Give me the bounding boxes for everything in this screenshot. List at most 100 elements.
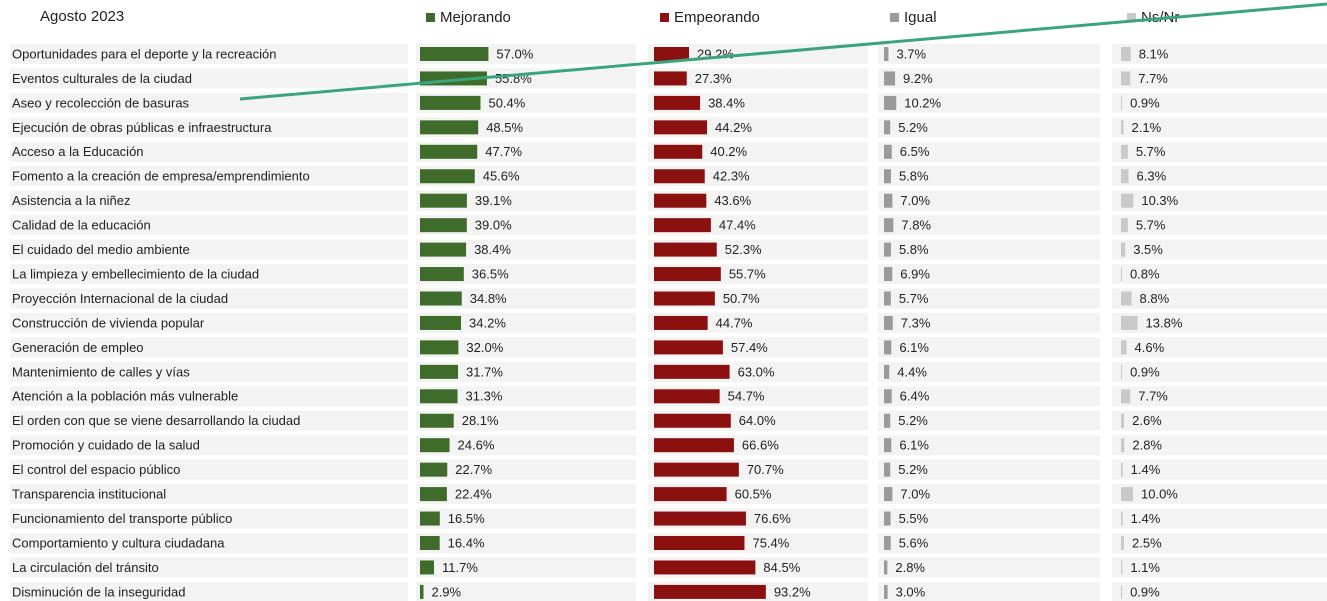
value-label: 0.9% [1130,584,1160,599]
value-label: 22.7% [455,462,492,477]
category-label: Disminución de la inseguridad [12,584,185,599]
value-label: 3.5% [1133,242,1163,257]
row-band [648,92,868,113]
row-band [1112,215,1327,236]
row-band [416,557,636,578]
row-band [10,508,408,529]
row-band [1112,459,1327,480]
bar [1121,413,1125,428]
value-label: 47.7% [485,144,522,159]
category-label: La circulación del tránsito [12,560,159,575]
row-band [416,264,636,285]
row-band [878,92,1100,113]
bar [1121,267,1122,282]
value-label: 1.4% [1131,462,1161,477]
value-label: 6.9% [900,266,930,281]
bar [1121,144,1128,159]
row-band [10,166,408,187]
bar [420,169,475,184]
bar [884,413,891,428]
row-band [416,484,636,505]
bar [420,291,462,306]
bar [1121,315,1138,330]
bar [884,560,888,575]
row-band [878,215,1100,236]
row-band [878,264,1100,285]
value-label: 70.7% [747,462,784,477]
row-band [1112,337,1327,358]
bar [420,120,479,135]
bar [884,120,891,135]
row-band [1112,312,1327,333]
bar [654,71,687,86]
row-band [878,68,1100,89]
bar [420,315,462,330]
bar [654,536,745,550]
bar [1121,169,1129,184]
value-label: 10.0% [1141,487,1178,502]
row-band [416,410,636,431]
value-label: 0.9% [1130,95,1160,110]
value-label: 36.5% [472,266,509,281]
row-band [10,386,408,407]
row-band [1112,239,1327,260]
row-band [10,361,408,382]
bar [420,536,440,550]
value-label: 4.6% [1135,340,1165,355]
row-band [1112,508,1327,529]
row-band [1112,533,1327,553]
value-label: 5.8% [899,169,929,184]
bar [1121,389,1131,404]
bar [1121,47,1131,61]
bar [1121,487,1133,502]
value-label: 40.2% [710,144,747,159]
value-label: 0.9% [1130,364,1160,379]
row-band [416,239,636,260]
value-label: 2.5% [1132,535,1162,550]
row-band [1112,264,1327,285]
bar [1121,242,1126,257]
bar [654,242,717,257]
value-label: 48.5% [486,120,523,135]
value-label: 38.4% [474,242,511,257]
row-band [648,68,868,89]
value-label: 84.5% [763,560,800,575]
row-band [1112,410,1327,431]
bar [420,413,454,428]
value-label: 43.6% [714,193,751,208]
bar [420,47,489,61]
value-label: 5.5% [899,511,929,526]
value-label: 1.4% [1131,511,1161,526]
row-band [1112,166,1327,187]
row-band [10,533,408,553]
bar [884,511,891,526]
bar [1121,71,1131,86]
row-band [878,581,1100,601]
bar [654,438,734,453]
bar [884,169,891,184]
bar [420,242,467,257]
row-band [10,484,408,505]
bar [654,169,705,184]
row-band [10,215,408,236]
value-label: 16.5% [448,511,485,526]
value-label: 6.3% [1137,169,1167,184]
value-label: 9.2% [903,71,933,86]
value-label: 31.3% [466,389,503,404]
row-band [878,117,1100,138]
bar [420,560,435,575]
value-label: 31.7% [466,364,503,379]
bar [654,120,708,135]
bar [654,267,721,282]
value-label: 5.7% [1136,144,1166,159]
row-band [1112,117,1327,138]
bar [1121,218,1128,233]
category-label: Promoción y cuidado de la salud [12,438,200,453]
bar [884,291,891,306]
legend-marker [890,13,899,22]
value-label: 10.3% [1141,193,1178,208]
value-label: 2.1% [1132,120,1162,135]
category-label: Aseo y recolección de basuras [12,95,190,110]
row-band [648,141,868,162]
